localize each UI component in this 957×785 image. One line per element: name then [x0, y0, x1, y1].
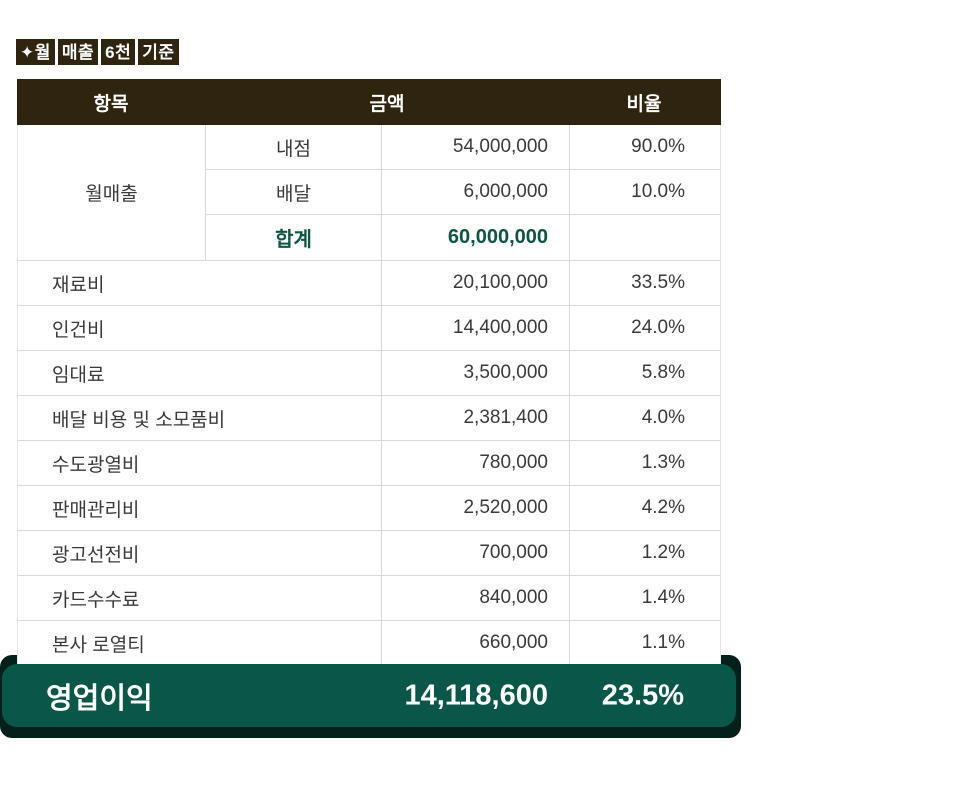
title-highlight-part: ✦월	[16, 39, 55, 65]
page-title: ✦월 매출 6천 기준	[16, 39, 182, 65]
cell-amount: 54,000,000	[381, 125, 570, 169]
cell-ratio: 1.4%	[641, 587, 685, 608]
cell-ratio: 24.0%	[631, 317, 685, 338]
cell-ratio: 10.0%	[631, 181, 685, 202]
summary-ratio: 23.5%	[601, 679, 684, 711]
cell-amount: 20,100,000	[381, 261, 570, 305]
table-row: 광고선전비 700,000 1.2%	[18, 531, 720, 576]
cell-label: 광고선전비	[52, 544, 140, 566]
pnl-table: 항목 금액 비율 월매출 내점 54,000,000 90.0% 배달 6,00…	[17, 79, 721, 666]
table-row-total: 합계 60,000,000	[206, 215, 720, 260]
cell-ratio: 4.2%	[641, 497, 685, 518]
cell-ratio: 4.0%	[641, 407, 685, 428]
cell-ratio: 33.5%	[631, 272, 685, 293]
table-header-row: 항목 금액 비율	[17, 79, 721, 125]
cell-sub-label: 내점	[276, 138, 311, 160]
cell-amount: 2,520,000	[381, 486, 570, 530]
summary-label: 영업이익	[46, 682, 153, 715]
table-row: 내점 54,000,000 90.0%	[206, 125, 720, 170]
table-row: 임대료 3,500,000 5.8%	[18, 351, 720, 396]
table-row: 인건비 14,400,000 24.0%	[18, 306, 720, 351]
table-row: 재료비 20,100,000 33.5%	[18, 261, 720, 306]
cell-ratio: 90.0%	[631, 136, 685, 157]
sales-section: 월매출 내점 54,000,000 90.0% 배달 6,000,000 10.…	[18, 125, 720, 261]
table-row: 배달 비용 및 소모품비 2,381,400 4.0%	[18, 396, 720, 441]
cell-ratio: 1.3%	[641, 452, 685, 473]
cell-sub-label: 합계	[275, 229, 312, 251]
cell-ratio: 1.1%	[641, 632, 685, 653]
title-highlight-part: 기준	[138, 39, 179, 65]
summary-amount: 14,118,600	[404, 679, 548, 711]
cell-label: 본사 로열티	[52, 634, 145, 656]
cell-label: 임대료	[52, 364, 105, 386]
table-row: 배달 6,000,000 10.0%	[206, 170, 720, 215]
table-row: 판매관리비 2,520,000 4.2%	[18, 486, 720, 531]
cell-label: 카드수수료	[52, 589, 140, 611]
cell-amount: 700,000	[381, 531, 570, 575]
header-item: 항목	[93, 93, 129, 115]
table-row: 카드수수료 840,000 1.4%	[18, 576, 720, 621]
cell-label: 판매관리비	[52, 499, 140, 521]
cell-amount: 3,500,000	[381, 351, 570, 395]
cell-label: 재료비	[52, 274, 105, 296]
header-amount: 금액	[369, 93, 405, 115]
cell-ratio: 1.2%	[641, 542, 685, 563]
cell-amount: 60,000,000	[381, 215, 570, 260]
table-row: 수도광열비 780,000 1.3%	[18, 441, 720, 486]
cell-amount: 6,000,000	[381, 170, 570, 214]
cell-ratio: 5.8%	[641, 362, 685, 383]
cell-sub-label: 배달	[276, 183, 311, 205]
cell-label: 수도광열비	[52, 454, 140, 476]
title-highlight-part: 매출	[57, 39, 99, 65]
cell-ratio	[570, 215, 720, 260]
sales-group-label: 월매출	[18, 125, 206, 260]
table-row: 본사 로열티 660,000 1.1%	[18, 621, 720, 666]
cell-amount: 780,000	[381, 441, 570, 485]
cell-amount: 14,400,000	[381, 306, 570, 350]
cell-amount: 660,000	[381, 621, 570, 665]
title-highlight-part: 6천	[101, 39, 136, 65]
cell-amount: 2,381,400	[381, 396, 570, 440]
cell-amount: 840,000	[381, 576, 570, 620]
header-ratio: 비율	[626, 93, 662, 115]
summary-bar: 영업이익 14,118,600 23.5%	[2, 664, 736, 727]
sales-rows: 내점 54,000,000 90.0% 배달 6,000,000 10.0% 합…	[206, 125, 720, 260]
cell-label: 인건비	[52, 319, 105, 341]
cell-label: 배달 비용 및 소모품비	[52, 409, 226, 431]
